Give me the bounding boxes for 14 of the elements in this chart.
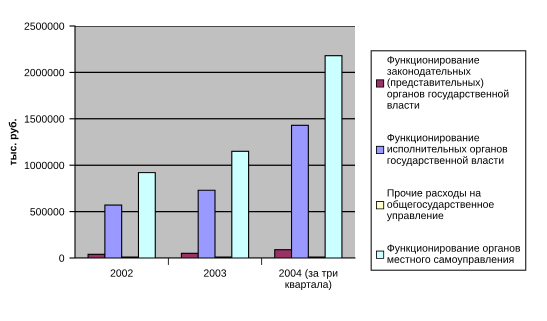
x-tick-label: 2002 <box>110 269 133 277</box>
y-tick-label: 500000 <box>30 208 64 216</box>
y-axis-title: тыс. руб. <box>8 119 18 166</box>
legend-label: Функционирование исполнительных органов государственной власти <box>387 134 508 166</box>
y-tick-label: 2000000 <box>24 68 64 76</box>
y-tick-label: 1000000 <box>24 162 64 170</box>
x-tick-label: 2004 (за три квартала) <box>279 269 338 290</box>
y-tick-label: 0 <box>59 254 64 262</box>
y-tick-label: 1500000 <box>24 115 64 123</box>
legend-label: Прочие расходы на общегосударственное управление <box>386 189 494 222</box>
legend-label: Функционирование органов местного самоуправления <box>387 244 520 266</box>
x-tick-label: 2003 <box>204 269 226 277</box>
legend-label: Функционирование законодательных (представительных) органов государственной власти <box>387 56 508 109</box>
y-tick-label: 2500000 <box>24 22 64 30</box>
